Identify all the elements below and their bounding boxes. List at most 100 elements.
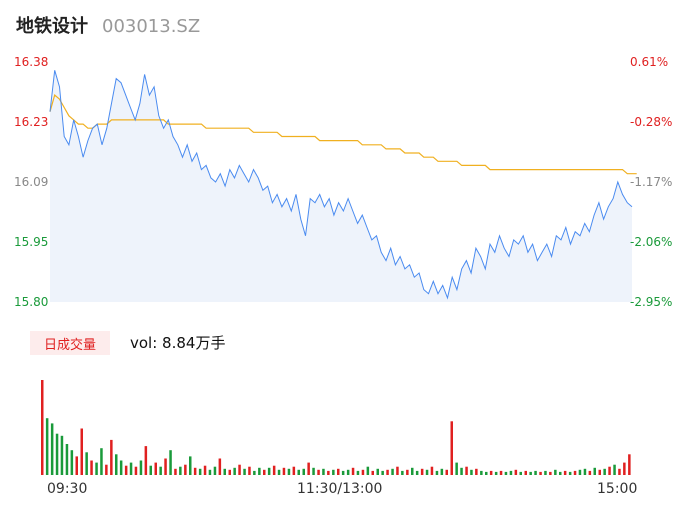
volume-bar	[435, 470, 439, 475]
volume-bar	[134, 466, 138, 475]
volume-bar	[90, 460, 93, 475]
volume-bar	[489, 470, 493, 475]
volume-bar	[391, 468, 394, 475]
time-end-label: 15:00	[597, 481, 638, 497]
volume-bar	[549, 471, 552, 475]
time-mid-label: 11:30/13:00	[297, 481, 383, 497]
volume-bar	[460, 467, 463, 475]
volume-bar	[440, 468, 444, 475]
volume-bar	[420, 468, 424, 475]
volume-bar	[159, 466, 162, 475]
pct-tick-3: -2.06%	[630, 235, 672, 249]
volume-bar	[361, 469, 365, 475]
volume-bar	[430, 466, 434, 475]
volume-bar	[445, 469, 448, 475]
volume-bar	[450, 421, 453, 475]
volume-bar	[376, 468, 379, 475]
volume-bar	[415, 470, 419, 475]
volume-bar	[618, 468, 621, 475]
volume-bar	[499, 470, 503, 475]
volume-bar	[267, 467, 271, 475]
volume-bar	[248, 466, 251, 475]
volume-bar	[588, 470, 592, 475]
volume-bar	[198, 468, 202, 475]
volume-bar	[341, 470, 345, 475]
volume-bar	[223, 468, 226, 475]
volume-bar	[327, 470, 330, 475]
volume-bar	[381, 470, 384, 475]
volume-bar	[100, 448, 103, 475]
volume-bar	[45, 418, 49, 475]
price-tick-2: 16.09	[14, 175, 48, 189]
volume-bar	[307, 462, 310, 475]
volume-bar	[559, 471, 562, 475]
stock-code: 003013.SZ	[102, 16, 201, 37]
volume-bar	[396, 466, 399, 475]
volume-bar	[174, 468, 177, 475]
volume-bar	[70, 450, 74, 475]
volume-bar	[129, 462, 133, 475]
volume-bar	[80, 428, 83, 475]
volume-bar	[578, 469, 582, 475]
volume-bar	[623, 462, 626, 475]
volume-bar	[297, 469, 300, 475]
volume-bar	[411, 467, 414, 475]
volume-bar	[504, 471, 508, 475]
volume-bar	[568, 471, 572, 475]
volume-bar	[346, 469, 350, 475]
volume-bar	[425, 469, 429, 475]
volume-bar	[105, 464, 108, 475]
volume-bar	[179, 466, 182, 475]
volume-bar	[406, 469, 409, 475]
volume-bar	[115, 454, 118, 475]
volume-bar	[154, 462, 157, 475]
volume-bar	[608, 466, 611, 475]
volume-bar	[366, 466, 370, 475]
volume-bar	[41, 380, 44, 475]
price-tick-1: 16.23	[14, 115, 48, 129]
volume-tab[interactable]: 日成交量	[30, 331, 110, 355]
volume-bar	[317, 469, 320, 475]
volume-bar	[573, 470, 577, 475]
volume-bar	[371, 470, 374, 475]
volume-bar	[356, 470, 360, 475]
volume-bar	[124, 465, 128, 475]
volume-bar	[277, 469, 281, 475]
volume-bar	[253, 470, 256, 475]
volume-bar	[65, 444, 69, 475]
volume-bar	[583, 468, 587, 475]
volume-bar	[55, 433, 59, 475]
pct-tick-1: -0.28%	[630, 115, 672, 129]
pct-tick-0: 0.61%	[630, 55, 668, 69]
volume-bar	[514, 469, 518, 475]
volume-bar	[302, 468, 305, 475]
stock-header: 地铁设计 003013.SZ	[16, 12, 200, 40]
volume-bar	[203, 465, 207, 475]
volume-bar	[322, 468, 325, 475]
price-area-fill	[50, 70, 632, 302]
volume-bar	[534, 470, 537, 475]
volume-bar	[139, 460, 143, 475]
volume-bar	[243, 468, 246, 475]
volume-bar	[598, 469, 601, 475]
volume-bar	[263, 469, 266, 475]
price-tick-4: 15.80	[14, 295, 48, 309]
volume-bar	[287, 468, 291, 475]
volume-bar	[351, 467, 355, 475]
volume-bar	[332, 469, 335, 475]
volume-bar	[539, 471, 542, 475]
volume-bar	[149, 465, 152, 475]
volume-bar	[228, 469, 231, 475]
pct-tick-2: -1.17%	[630, 175, 672, 189]
volume-bar	[494, 471, 498, 475]
volume-bar	[337, 468, 340, 475]
volume-bar	[95, 462, 98, 475]
volume-bar	[75, 456, 78, 475]
volume-bar	[529, 471, 532, 475]
average-price-line	[49, 94, 637, 175]
volume-bar	[593, 467, 596, 475]
volume-summary: vol: 8.84万手	[130, 334, 226, 352]
volume-bar	[189, 456, 192, 475]
volume-bar	[312, 467, 315, 475]
